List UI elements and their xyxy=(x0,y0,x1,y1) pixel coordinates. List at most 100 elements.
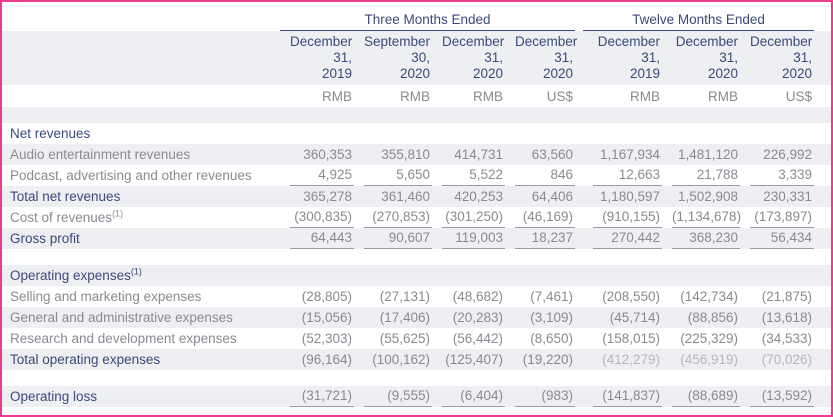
cell-value xyxy=(740,265,814,286)
row-label: Audio entertainment revenues xyxy=(10,147,191,162)
row-label: Operating loss xyxy=(10,389,98,404)
cell-value: (270,853) xyxy=(354,207,432,228)
row-label: Total operating expenses xyxy=(10,352,161,367)
row-label: General and administrative expenses xyxy=(10,310,233,325)
cell-value: (3,109) xyxy=(530,310,574,325)
table-row: Research and development expenses (52,303… xyxy=(2,328,831,349)
column-header-date: December 31, 2019 xyxy=(290,34,353,81)
right-margin xyxy=(814,370,831,386)
column-gap xyxy=(575,207,583,228)
column-gap xyxy=(575,144,583,165)
cell-value: (1,134,678) xyxy=(662,207,741,228)
cell-value xyxy=(354,249,432,265)
column-gap xyxy=(575,265,583,286)
cell-value xyxy=(583,370,662,386)
cell-value xyxy=(740,123,814,144)
group-header-row: Three Months Ended Twelve Months Ended xyxy=(2,2,831,31)
cell-value: (28,805) xyxy=(301,289,352,304)
cell-value: 230,331 xyxy=(763,189,813,204)
table-body: Net revenues Audio entertainment revenues… xyxy=(2,123,831,407)
column-header-currency: RMB xyxy=(473,88,503,104)
cell-value: (96,164) xyxy=(301,352,352,367)
column-header-date: December 31, 2020 xyxy=(750,34,813,81)
right-margin xyxy=(814,207,831,228)
cell-value: (9,555) xyxy=(354,386,432,407)
cell-value xyxy=(662,249,740,265)
cell-value xyxy=(505,370,575,386)
table-row: Total net revenues 365,278 361,460 420,253 6… xyxy=(2,186,831,207)
cell-value: 90,607 xyxy=(354,228,432,249)
column-gap xyxy=(575,386,583,407)
cell-value: (56,442) xyxy=(452,331,503,346)
cell-value: (141,837) xyxy=(583,386,663,407)
column-gap xyxy=(575,349,583,370)
cell-value: 1,502,908 xyxy=(677,189,739,204)
right-margin xyxy=(814,328,831,349)
cell-value xyxy=(583,123,662,144)
cell-value: 846 xyxy=(505,165,576,186)
row-label: Podcast, advertising and other revenues xyxy=(10,168,252,183)
cell-value: 355,810 xyxy=(381,147,430,162)
cell-value: 360,353 xyxy=(303,147,352,162)
cell-value xyxy=(280,123,354,144)
right-margin xyxy=(814,249,831,265)
column-header-currency: RMB xyxy=(322,88,352,104)
right-margin xyxy=(814,144,831,165)
cell-value: (412,279) xyxy=(602,352,661,367)
cell-value: (456,919) xyxy=(680,352,739,367)
table-row: Cost of revenues(1) (300,835) (270,853) (30… xyxy=(2,207,831,228)
row-label: Total net revenues xyxy=(10,189,121,204)
cell-value: (52,303) xyxy=(301,331,352,346)
cell-value: 56,434 xyxy=(740,228,815,249)
table-row xyxy=(2,370,831,386)
label-column-header xyxy=(2,2,280,31)
right-margin xyxy=(814,307,831,328)
cell-value: (300,835) xyxy=(280,207,354,228)
column-gap xyxy=(575,370,583,386)
row-label: Cost of revenues(1) xyxy=(10,208,124,225)
cell-value: (6,404) xyxy=(432,386,505,407)
cell-value: (55,625) xyxy=(379,331,430,346)
right-margin xyxy=(814,2,831,31)
right-margin xyxy=(814,349,831,370)
right-margin xyxy=(814,85,831,107)
column-header-date: December 31, 2020 xyxy=(675,34,739,81)
cell-value xyxy=(354,265,432,286)
right-margin xyxy=(814,31,831,86)
footnote-ref: (1) xyxy=(112,208,124,219)
cell-value: (142,734) xyxy=(680,289,739,304)
row-label: Net revenues xyxy=(10,126,91,141)
cell-value xyxy=(505,123,575,144)
cell-value: 63,560 xyxy=(531,147,574,162)
cell-value: (88,689) xyxy=(662,386,741,407)
cell-value xyxy=(432,265,505,286)
cell-value: 64,406 xyxy=(531,189,574,204)
cell-value: 18,237 xyxy=(505,228,576,249)
cell-value: (17,406) xyxy=(379,310,430,325)
right-margin xyxy=(814,165,831,186)
cell-value: (7,461) xyxy=(530,289,574,304)
cell-value xyxy=(662,370,740,386)
cell-value: 3,339 xyxy=(740,165,815,186)
column-header-date: December 31, 2020 xyxy=(442,34,505,81)
cell-value: 420,253 xyxy=(454,189,503,204)
cell-value xyxy=(354,123,432,144)
cell-value: (125,407) xyxy=(445,352,503,367)
cell-value: 270,442 xyxy=(583,228,663,249)
table-row xyxy=(2,249,831,265)
cell-value xyxy=(505,249,575,265)
cell-value: 4,925 xyxy=(280,165,354,186)
cell-value xyxy=(432,123,505,144)
cell-value: (13,618) xyxy=(761,310,813,325)
cell-value xyxy=(280,265,354,286)
cell-value: 368,230 xyxy=(662,228,741,249)
right-margin xyxy=(814,123,831,144)
right-margin xyxy=(814,228,831,249)
row-label: Research and development expenses xyxy=(10,331,237,346)
group-header-twelve-months: Twelve Months Ended xyxy=(583,2,815,31)
column-header-date: December 31, 2019 xyxy=(597,34,661,81)
cell-value: (173,897) xyxy=(740,207,815,228)
cell-value xyxy=(354,370,432,386)
cell-value: (45,714) xyxy=(609,310,661,325)
